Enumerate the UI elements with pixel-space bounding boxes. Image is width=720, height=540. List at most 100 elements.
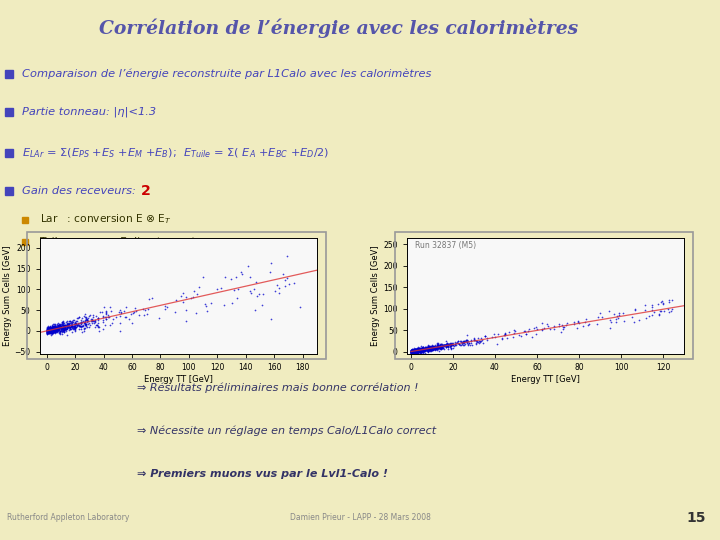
Point — [421, 346, 433, 355]
Point — [557, 321, 568, 330]
Point — [444, 342, 456, 351]
Point — [42, 326, 53, 334]
Point — [54, 322, 66, 330]
Point — [66, 323, 78, 332]
Point — [58, 322, 70, 330]
Point — [413, 346, 424, 354]
Point — [97, 325, 109, 334]
Point — [54, 322, 66, 331]
Point — [446, 339, 457, 347]
Point — [436, 342, 448, 351]
Point — [50, 326, 61, 334]
Point — [42, 327, 53, 335]
Point — [73, 325, 85, 333]
Point — [423, 345, 434, 353]
Point — [45, 328, 57, 337]
Point — [236, 270, 248, 279]
Point — [426, 345, 437, 354]
Point — [431, 345, 442, 353]
Point — [415, 344, 426, 353]
Point — [408, 346, 419, 355]
Point — [89, 323, 101, 332]
Point — [56, 329, 68, 338]
Point — [81, 315, 93, 323]
Point — [50, 323, 62, 332]
Point — [418, 349, 429, 357]
Point — [47, 327, 58, 336]
Point — [424, 343, 436, 352]
Point — [426, 341, 438, 349]
Point — [49, 327, 60, 336]
Point — [410, 346, 421, 354]
Point — [446, 339, 458, 347]
Point — [410, 345, 422, 353]
Point — [409, 345, 420, 354]
Point — [415, 347, 426, 355]
Point — [66, 322, 77, 331]
Point — [127, 319, 138, 327]
Point — [432, 342, 444, 351]
Text: Run 32837 (M5): Run 32837 (M5) — [415, 241, 476, 250]
Point — [52, 323, 63, 332]
Point — [244, 287, 256, 295]
Point — [418, 345, 429, 354]
Point — [412, 346, 423, 355]
Point — [437, 341, 449, 349]
Point — [655, 298, 667, 306]
Point — [413, 346, 425, 355]
Point — [77, 321, 89, 330]
Point — [414, 347, 426, 355]
Point — [51, 327, 63, 335]
Point — [59, 323, 71, 332]
Point — [522, 327, 534, 336]
Point — [411, 348, 423, 356]
Point — [435, 340, 446, 348]
Point — [415, 345, 426, 354]
Point — [408, 348, 419, 356]
Point — [440, 342, 451, 351]
Point — [410, 346, 422, 355]
Point — [251, 292, 263, 301]
Point — [450, 340, 462, 349]
Point — [47, 321, 58, 329]
Point — [58, 325, 70, 333]
Point — [420, 343, 432, 352]
Point — [422, 345, 433, 354]
Point — [486, 333, 498, 341]
Point — [421, 345, 433, 354]
Point — [55, 323, 67, 332]
Point — [44, 328, 55, 336]
Point — [436, 342, 447, 350]
Point — [42, 325, 54, 334]
Point — [62, 322, 73, 330]
Point — [628, 318, 639, 326]
Point — [420, 345, 431, 354]
Point — [647, 306, 658, 315]
Point — [49, 327, 60, 335]
Point — [430, 343, 441, 352]
Point — [406, 348, 418, 356]
Point — [407, 347, 418, 356]
Point — [408, 346, 419, 354]
Point — [408, 347, 420, 356]
Point — [101, 313, 112, 321]
Point — [421, 344, 433, 353]
Point — [78, 312, 90, 320]
Point — [90, 312, 102, 321]
Point — [433, 341, 444, 350]
Point — [57, 320, 68, 329]
Point — [418, 344, 429, 353]
Point — [42, 325, 53, 334]
Point — [410, 346, 422, 355]
Point — [130, 303, 141, 312]
Point — [433, 341, 444, 349]
Point — [408, 346, 419, 355]
Point — [603, 306, 615, 315]
Point — [50, 325, 62, 333]
Point — [427, 344, 438, 353]
Point — [459, 340, 470, 349]
Point — [62, 321, 73, 330]
Point — [406, 348, 418, 356]
Point — [60, 327, 71, 335]
Point — [419, 346, 431, 354]
